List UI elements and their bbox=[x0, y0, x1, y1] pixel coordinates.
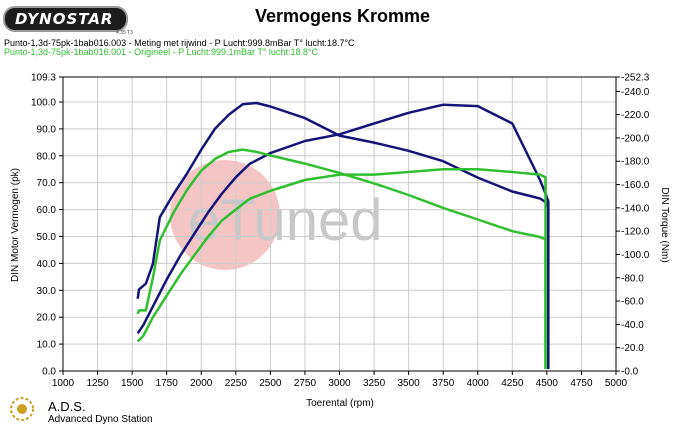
chart-axes: 1000 1250 1500 1750 2000 2250 2500 2750 3000 3250… bbox=[31, 73, 650, 390]
y-tick-label: 70.0 bbox=[37, 178, 57, 189]
x-tick-label: 2500 bbox=[259, 378, 282, 389]
x-tick-label: 1000 bbox=[52, 378, 75, 389]
y2-tick-label: -160.0 bbox=[621, 180, 650, 191]
run-label-original: Punto-1,3d-75pk-1bab016.001 - Origineel … bbox=[4, 47, 319, 57]
x-tick-label: 4250 bbox=[501, 378, 524, 389]
y-tick-label: 0.0 bbox=[42, 367, 56, 378]
y2-tick-label: -80.0 bbox=[621, 273, 644, 284]
y-tick-label: 50.0 bbox=[37, 232, 57, 243]
y2-tick-label: -60.0 bbox=[621, 297, 644, 308]
y2-tick-label: -220.0 bbox=[621, 110, 650, 121]
watermark-text: eTuned bbox=[188, 188, 383, 253]
x-tick-label: 2000 bbox=[190, 378, 213, 389]
y2-tick-label: -200.0 bbox=[621, 133, 650, 144]
x-tick-label: 3000 bbox=[328, 378, 351, 389]
footer-subtitle: Advanced Dyno Station bbox=[48, 414, 153, 425]
ads-logo-icon bbox=[10, 397, 34, 421]
x-axis-label: Toerental (rpm) bbox=[306, 398, 374, 409]
dynostar-logo: DYNOSTAR bbox=[3, 6, 128, 32]
chart-grid bbox=[62, 76, 617, 372]
y-tick-label: 80.0 bbox=[37, 151, 57, 162]
run-label-tuned: Punto-1,3d-75pk-1bab016.003 - Meting met… bbox=[4, 38, 355, 48]
y2-tick-label: -252.3 bbox=[621, 73, 650, 84]
y2-tick-label: -140.0 bbox=[621, 203, 650, 214]
y-tick-label: 30.0 bbox=[37, 286, 57, 297]
y-tick-label: 100.0 bbox=[31, 98, 56, 109]
power-line-2 bbox=[136, 168, 547, 369]
torque-line-1 bbox=[136, 101, 550, 369]
power-line-0 bbox=[136, 103, 550, 369]
y-tick-label: 60.0 bbox=[37, 205, 57, 216]
x-tick-label: 5000 bbox=[605, 378, 628, 389]
y2-tick-label: -0.0 bbox=[621, 367, 639, 378]
x-tick-label: 3750 bbox=[432, 378, 455, 389]
x-tick-label: 1750 bbox=[156, 378, 179, 389]
x-tick-label: 2250 bbox=[225, 378, 248, 389]
y2-tick-label: -180.0 bbox=[621, 157, 650, 168]
x-tick-label: 1250 bbox=[86, 378, 109, 389]
x-tick-label: 4000 bbox=[467, 378, 490, 389]
footer-brand: A.D.S. bbox=[48, 399, 86, 414]
y-axis-label: DIN Motor Vermogen (pk) bbox=[10, 168, 21, 282]
x-tick-label: 2750 bbox=[294, 378, 317, 389]
plot-frame bbox=[62, 76, 617, 372]
y2-axis-label: DIN Torque (Nm) bbox=[659, 187, 670, 262]
y2-tick-label: -100.0 bbox=[621, 250, 650, 261]
y2-tick-label: -40.0 bbox=[621, 320, 644, 331]
etuned-watermark: eTuned bbox=[170, 160, 383, 270]
y-tick-label: 109.3 bbox=[31, 73, 56, 84]
x-tick-label: 3500 bbox=[398, 378, 421, 389]
x-tick-label: 4500 bbox=[536, 378, 559, 389]
x-tick-label: 4750 bbox=[570, 378, 593, 389]
x-tick-label: 1500 bbox=[121, 378, 144, 389]
y2-tick-label: -20.0 bbox=[621, 343, 644, 354]
x-tick-label: 3250 bbox=[363, 378, 386, 389]
y2-tick-label: -240.0 bbox=[621, 87, 650, 98]
torque-line-3 bbox=[136, 148, 547, 369]
chart-series bbox=[136, 101, 550, 369]
y2-tick-label: -120.0 bbox=[621, 227, 650, 238]
y-tick-label: 40.0 bbox=[37, 259, 57, 270]
y-tick-label: 20.0 bbox=[37, 313, 57, 324]
dynostar-version: 4.35 T3 bbox=[116, 30, 133, 36]
y-tick-label: 90.0 bbox=[37, 124, 57, 135]
chart-title: Vermogens Kromme bbox=[254, 6, 431, 26]
y-tick-label: 10.0 bbox=[37, 340, 57, 351]
